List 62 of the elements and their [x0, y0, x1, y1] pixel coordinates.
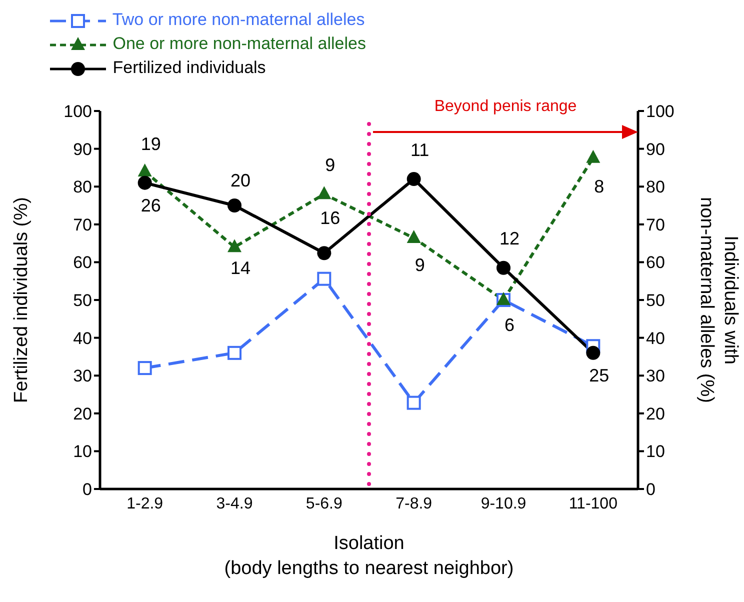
y2-tick-label: 80	[646, 178, 665, 197]
legend-label: Fertilized individuals	[112, 58, 266, 77]
y-axis-title: Fertilized individuals (%)	[11, 197, 33, 403]
point	[317, 186, 332, 200]
point	[406, 396, 421, 410]
point	[138, 361, 152, 376]
legend-label: One or more non-maternal alleles	[112, 34, 366, 53]
legend-label: Two or more non-maternal alleles	[112, 10, 365, 29]
annotation: 9	[325, 154, 336, 175]
point	[138, 163, 152, 176]
annotation: 11	[410, 140, 430, 160]
x-tick-label: 3-4.9	[216, 495, 253, 512]
y2-tick-label: 20	[646, 404, 665, 424]
y2-tick-label: 30	[646, 366, 665, 386]
y-tick-label: 100	[64, 102, 92, 122]
y2-axis-title: Individuals with non-maternal alleles (%)	[695, 197, 742, 403]
annotation: Beyond penis range	[433, 98, 578, 116]
point	[228, 346, 242, 360]
y-tick-label: 50	[73, 291, 92, 310]
x-tick-label: 11-100	[568, 495, 618, 512]
y-tick-label: 60	[73, 253, 92, 272]
y-tick-label: 20	[73, 404, 92, 424]
y2-tick-label: 70	[646, 215, 665, 234]
y2-tick-label: 10	[646, 442, 665, 462]
y2-tick-label: 90	[646, 140, 665, 159]
annotation: 25	[589, 366, 610, 386]
point	[138, 176, 152, 190]
annotation: 19	[140, 134, 161, 154]
point	[406, 172, 421, 186]
annotation: 9	[414, 254, 425, 275]
y-tick-label: 80	[73, 178, 92, 197]
y2-tick-label: 60	[646, 253, 665, 272]
point	[317, 246, 332, 260]
point	[586, 150, 600, 163]
y2-tick-label: 0	[646, 480, 656, 500]
y2-tick-label: 100	[646, 102, 674, 122]
annotation: 8	[594, 176, 604, 197]
y-tick-label: 70	[73, 215, 92, 234]
y2-tick-label: 40	[646, 328, 665, 348]
annotation: 14	[230, 258, 251, 278]
x-tick-label: 7-8.9	[396, 495, 432, 512]
point	[228, 239, 242, 252]
point	[496, 260, 510, 275]
x-tick-label: 5-6.9	[306, 495, 343, 512]
y-tick-label: 30	[73, 366, 92, 386]
y-tick-label: 10	[73, 442, 92, 462]
y2-tick-label: 50	[646, 291, 665, 310]
y-tick-label: 0	[82, 480, 92, 500]
y-tick-label: 90	[73, 140, 92, 159]
y-tick-label: 40	[73, 328, 92, 348]
point	[406, 230, 421, 244]
x-axis-title: Isolation (body lengths to nearest neighbor)	[223, 532, 515, 581]
annotation: 26	[140, 196, 161, 216]
x-tick-label: 9-10.9	[480, 495, 526, 512]
annotation: 16	[320, 208, 340, 228]
annotation: 6	[504, 314, 515, 335]
point	[586, 346, 600, 360]
annotation: 20	[230, 170, 251, 190]
x-tick-label: 1-2.9	[126, 495, 164, 512]
point	[317, 272, 332, 286]
annotation: 12	[499, 228, 520, 249]
point	[228, 198, 242, 212]
